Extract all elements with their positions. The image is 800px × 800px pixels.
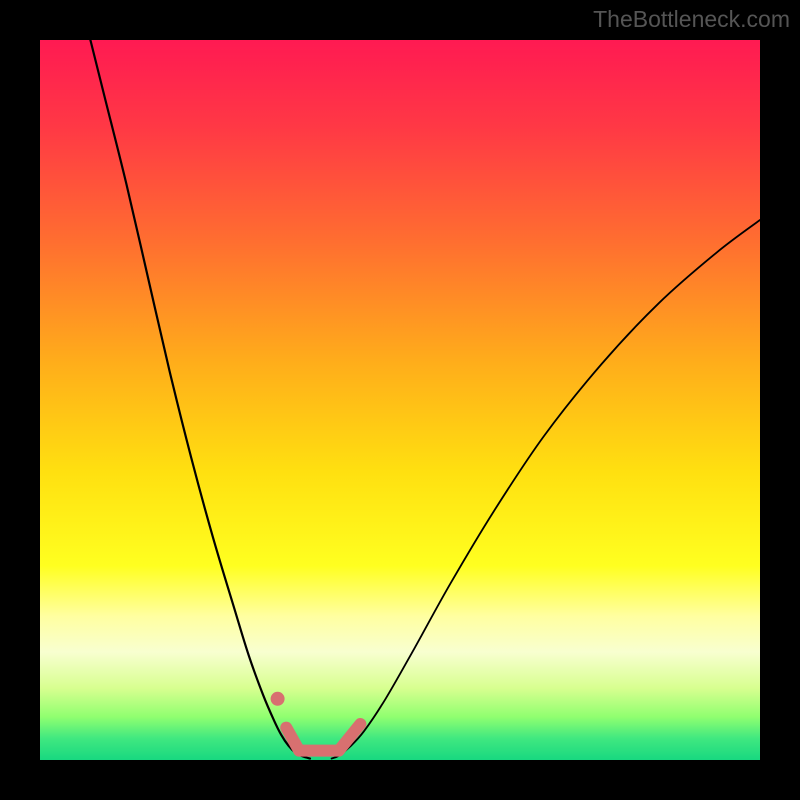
highlight-dot <box>271 692 285 706</box>
gradient-plot-area <box>40 40 760 760</box>
chart-container: TheBottleneck.com <box>0 0 800 800</box>
watermark-label: TheBottleneck.com <box>593 6 790 33</box>
bottleneck-chart-svg <box>0 0 800 800</box>
